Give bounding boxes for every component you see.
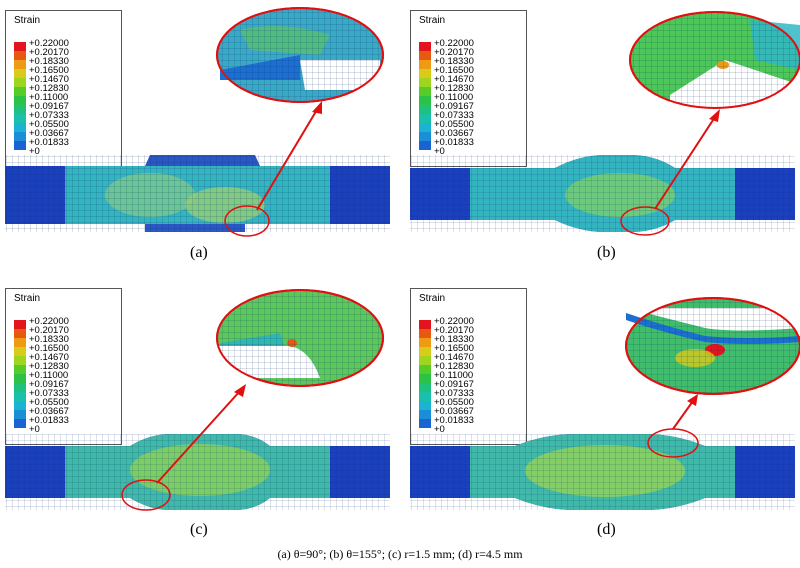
legend-value: +0.05500 (29, 397, 69, 408)
legend-value: +0.03667 (29, 406, 69, 417)
panel-label: (d) (597, 521, 616, 538)
legend-value: +0.14670 (29, 74, 69, 85)
legend-value: +0.03667 (434, 128, 474, 139)
legend-title: Strain (14, 15, 41, 26)
legend-value: +0 (434, 424, 445, 435)
weld-model-c (5, 289, 390, 511)
legend-value: +0.05500 (434, 397, 474, 408)
panel-label: (b) (597, 244, 616, 261)
legend-value: +0.09167 (29, 101, 69, 112)
legend-values: +0.22000 +0.20170 +0.18330 +0.16500 +0.146… (29, 38, 69, 157)
legend-values: +0.22000 +0.20170 +0.18330 +0.16500 +0.146… (434, 38, 474, 157)
legend-value: +0.20170 (434, 325, 474, 336)
legend-value: +0.22000 (434, 316, 474, 327)
legend-value: +0.07333 (434, 110, 474, 121)
legend-value: +0.16500 (29, 65, 69, 76)
legend-value: +0.11000 (29, 92, 69, 103)
legend-value: +0.07333 (434, 388, 474, 399)
legend-value: +0.01833 (29, 415, 69, 426)
strain-legend: Strain +0.22000 +0.20170 +0.18330 +0.16500… (5, 10, 122, 167)
figure-panel-d: Strain +0.22000 +0.20170 +0.18330 +0.16500… (405, 278, 800, 548)
legend-color-scale (14, 320, 26, 428)
legend-title: Strain (14, 293, 41, 304)
legend-value: +0.11000 (29, 370, 69, 381)
legend-value: +0.14670 (29, 352, 69, 363)
legend-value: +0.07333 (29, 388, 69, 399)
legend-value: +0.18330 (29, 334, 69, 345)
legend-value: +0 (29, 146, 40, 157)
legend-value: +0.22000 (29, 316, 69, 327)
legend-value: +0.09167 (29, 379, 69, 390)
figure-panel-c: Strain +0.22000 +0.20170 +0.18330 +0.16500… (0, 278, 400, 548)
legend-value: +0.14670 (434, 74, 474, 85)
panel-label: (c) (190, 521, 208, 538)
legend-value: +0.09167 (434, 101, 474, 112)
panel-label: (a) (190, 244, 208, 261)
strain-legend: Strain +0.22000 +0.20170 +0.18330 +0.16500… (410, 288, 527, 445)
legend-value: +0.18330 (434, 334, 474, 345)
legend-value: +0.05500 (29, 119, 69, 130)
legend-value: +0.09167 (434, 379, 474, 390)
legend-value: +0.14670 (434, 352, 474, 363)
legend-value: +0.16500 (434, 65, 474, 76)
figure-caption: (a) θ=90°; (b) θ=155°; (c) r=1.5 mm; (d)… (277, 547, 523, 561)
legend-value: +0.16500 (29, 343, 69, 354)
legend-value: +0.12830 (29, 83, 69, 94)
legend-color-scale (419, 320, 431, 428)
legend-value: +0.20170 (29, 325, 69, 336)
strain-legend: Strain +0.22000 +0.20170 +0.18330 +0.16500… (5, 288, 122, 445)
legend-value: +0.01833 (434, 137, 474, 148)
legend-value: +0.01833 (29, 137, 69, 148)
legend-value: +0 (434, 146, 445, 157)
legend-value: +0.18330 (434, 56, 474, 67)
legend-value: +0.07333 (29, 110, 69, 121)
weld-model-d (410, 297, 800, 510)
legend-value: +0 (29, 424, 40, 435)
figure-panel-a: Strain +0.22000 +0.20170 +0.18330 +0.16500… (0, 0, 400, 270)
legend-color-scale (14, 42, 26, 150)
legend-value: +0.12830 (434, 361, 474, 372)
weld-model-a (5, 7, 390, 237)
legend-value: +0.16500 (434, 343, 474, 354)
weld-model-b (410, 11, 800, 236)
legend-value: +0.01833 (434, 415, 474, 426)
legend-value: +0.22000 (29, 38, 69, 49)
legend-values: +0.22000 +0.20170 +0.18330 +0.16500 +0.146… (29, 316, 69, 435)
legend-values: +0.22000 +0.20170 +0.18330 +0.16500 +0.146… (434, 316, 474, 435)
legend-value: +0.11000 (434, 92, 474, 103)
figure-panel-b: Strain +0.22000 +0.20170 +0.18330 +0.16500… (405, 0, 800, 270)
legend-color-scale (419, 42, 431, 150)
strain-legend: Strain +0.22000 +0.20170 +0.18330 +0.16500… (410, 10, 527, 167)
legend-value: +0.12830 (29, 361, 69, 372)
legend-value: +0.20170 (29, 47, 69, 58)
legend-value: +0.11000 (434, 370, 474, 381)
legend-title: Strain (419, 15, 446, 26)
legend-value: +0.03667 (29, 128, 69, 139)
legend-value: +0.05500 (434, 119, 474, 130)
legend-value: +0.03667 (434, 406, 474, 417)
legend-value: +0.20170 (434, 47, 474, 58)
legend-value: +0.12830 (434, 83, 474, 94)
legend-value: +0.22000 (434, 38, 474, 49)
legend-value: +0.18330 (29, 56, 69, 67)
legend-title: Strain (419, 293, 446, 304)
